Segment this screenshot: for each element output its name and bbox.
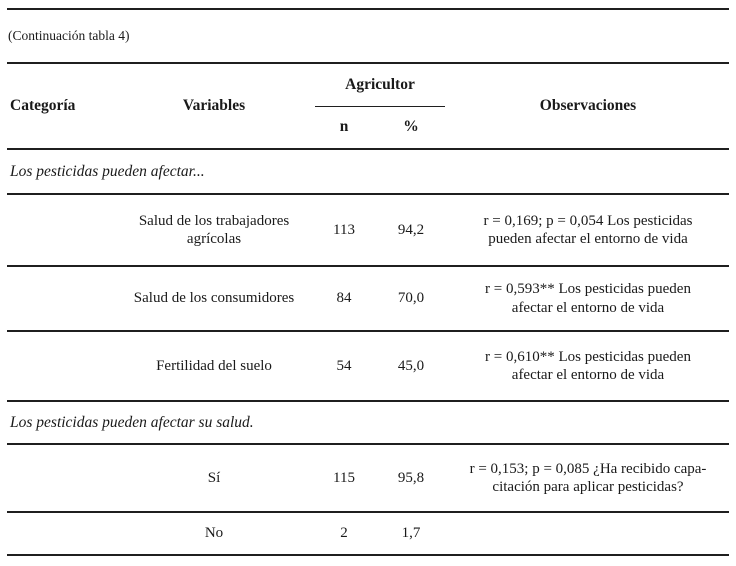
col-header-n: n	[339, 118, 349, 136]
cell-observation: r = 0,593** Los pesticidas pueden afecta…	[485, 281, 691, 316]
col-header-observaciones: Observaciones	[539, 97, 637, 114]
cell-percent: 45,0	[397, 357, 425, 374]
cell-categoria	[7, 513, 115, 554]
cell-n: 54	[336, 357, 352, 374]
cell-observation: r = 0,153; p = 0,085 ¿Ha recibido capa-c…	[469, 460, 707, 495]
table-row: Fertilidad del suelo 54 45,0 r = 0,610**…	[7, 332, 729, 402]
cell-n: 115	[333, 469, 355, 486]
cell-percent: 94,2	[397, 221, 425, 238]
cell-variable: Fertilidad del suelo	[156, 357, 272, 374]
cell-observation	[447, 513, 729, 554]
continuation-note-row: (Continuación tabla 4)	[7, 8, 729, 64]
cell-variable: Salud de los consumidores	[133, 290, 295, 307]
cell-n: 2	[340, 525, 348, 542]
col-group-agricultor: Agricultor n %	[313, 64, 447, 148]
cell-variable: Salud de los trabajadores agrícolas	[138, 212, 290, 247]
section-title-row: Los pesticidas pueden afectar...	[7, 150, 729, 195]
section-title: Los pesticidas pueden afectar...	[10, 162, 205, 180]
cell-categoria	[7, 332, 115, 400]
cell-observation: r = 0,610** Los pesticidas pueden afecta…	[485, 348, 691, 383]
continuation-note: (Continuación tabla 4)	[8, 28, 130, 43]
table-header: Categoría Variables Agricultor n % Obser…	[7, 64, 729, 150]
section-title-row: Los pesticidas pueden afectar su salud.	[7, 402, 729, 445]
table-row: Salud de los consumidores 84 70,0 r = 0,…	[7, 267, 729, 332]
section-title: Los pesticidas pueden afectar su salud.	[10, 413, 254, 431]
agricultor-underline	[315, 105, 445, 107]
cell-categoria	[7, 195, 115, 265]
table-row: Sí 115 95,8 r = 0,153; p = 0,085 ¿Ha rec…	[7, 445, 729, 513]
cell-n: 84	[336, 290, 352, 307]
cell-categoria	[7, 445, 115, 511]
cell-variable: Sí	[207, 469, 221, 486]
cell-variable: No	[204, 525, 224, 542]
table-row: No 2 1,7	[7, 513, 729, 556]
col-header-variables: Variables	[182, 97, 246, 114]
cell-percent: 95,8	[397, 469, 425, 486]
cell-categoria	[7, 267, 115, 330]
col-header-categoria: Categoría	[10, 97, 76, 114]
cell-percent: 70,0	[397, 290, 425, 307]
table-row: Salud de los trabajadores agrícolas 113 …	[7, 195, 729, 267]
cell-observation: r = 0,169; p = 0,054 Los pesticidas pued…	[483, 212, 693, 247]
group-header-agricultor: Agricultor	[345, 75, 415, 93]
col-header-percent: %	[403, 118, 419, 136]
cell-n: 113	[333, 221, 355, 238]
cell-percent: 1,7	[401, 525, 421, 542]
